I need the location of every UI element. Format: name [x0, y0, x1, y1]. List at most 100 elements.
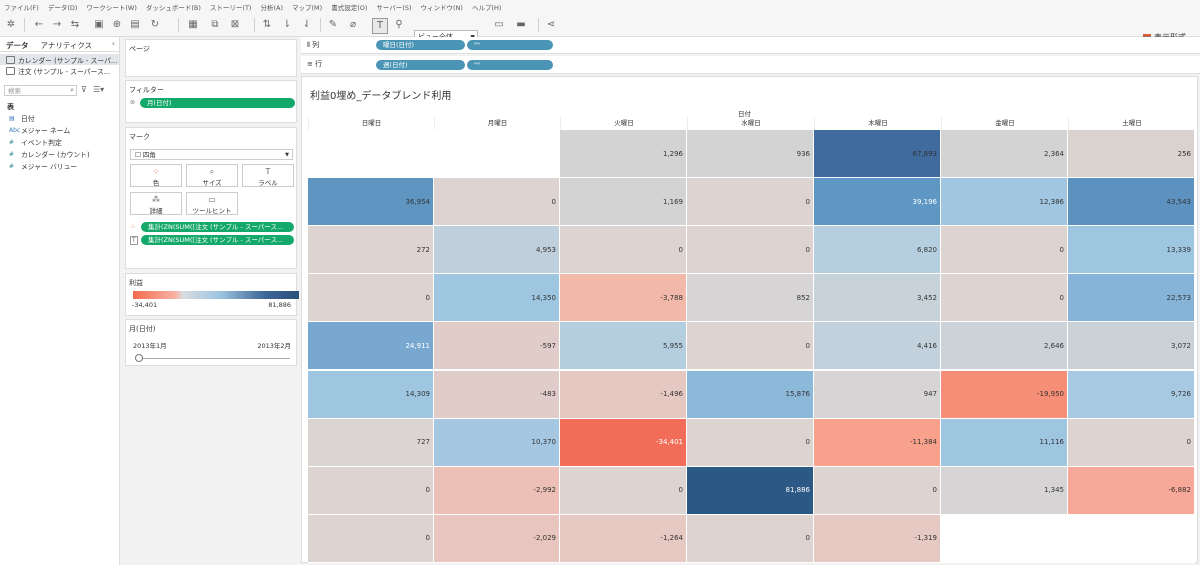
- calendar-cell[interactable]: -1,264: [560, 514, 687, 563]
- menu-item[interactable]: マップ(M): [292, 3, 323, 12]
- calendar-cell[interactable]: [308, 130, 434, 179]
- menu-item[interactable]: 書式設定(O): [331, 3, 368, 12]
- calendar-cell[interactable]: 5,955: [560, 322, 687, 371]
- filter-fields-icon[interactable]: ⊽: [81, 85, 87, 94]
- calendar-cell[interactable]: 0: [560, 466, 687, 515]
- menu-item[interactable]: ウィンドウ(N): [420, 3, 463, 12]
- calendar-cell[interactable]: -3,788: [560, 274, 687, 323]
- calendar-cell[interactable]: 39,196: [814, 178, 941, 227]
- calendar-cell[interactable]: 0: [308, 514, 434, 563]
- calendar-cell[interactable]: 0: [560, 226, 687, 275]
- slider-handle[interactable]: [135, 354, 143, 362]
- calendar-cell[interactable]: 0: [814, 466, 941, 515]
- group-icon[interactable]: ⌀: [349, 19, 357, 30]
- rows-pill-week[interactable]: 週(日付): [376, 60, 465, 70]
- calendar-cell[interactable]: [941, 514, 1068, 563]
- tableau-logo-icon[interactable]: ✲: [6, 19, 16, 30]
- calendar-cell[interactable]: -34,401: [560, 418, 687, 467]
- calendar-cell[interactable]: 15,876: [687, 370, 814, 419]
- share-icon[interactable]: ⋖: [546, 19, 556, 30]
- presentation-icon[interactable]: ▬: [516, 19, 526, 30]
- refresh-icon[interactable]: ↻: [150, 19, 160, 30]
- sort-descending-icon[interactable]: ⇃: [302, 19, 312, 30]
- calendar-cell[interactable]: 936: [687, 130, 814, 179]
- calendar-cell[interactable]: 256: [1068, 130, 1195, 179]
- calendar-cell[interactable]: 2,364: [941, 130, 1068, 179]
- mark-type-select[interactable]: ☐ 四角 ▼: [130, 149, 293, 160]
- columns-pill-weekday[interactable]: 曜日(日付): [376, 40, 465, 50]
- save-icon[interactable]: ▣: [94, 19, 104, 30]
- new-datasource-icon[interactable]: ⊕: [112, 19, 122, 30]
- clear-sheet-icon[interactable]: ⊠: [230, 19, 240, 30]
- columns-shelf[interactable]: ⫴ 列 曜日(日付) "": [301, 37, 1200, 54]
- pause-updates-icon[interactable]: ▤: [130, 19, 140, 30]
- tooltip-button[interactable]: ▭ ツールヒント: [186, 192, 238, 215]
- field-item[interactable]: # カレンダー (カウント): [0, 148, 119, 160]
- column-header[interactable]: 木曜日: [814, 117, 941, 130]
- calendar-cell[interactable]: 727: [308, 418, 434, 467]
- undo-icon[interactable]: ←: [34, 19, 44, 30]
- calendar-cell[interactable]: 0: [687, 226, 814, 275]
- column-header[interactable]: 月曜日: [434, 117, 560, 130]
- calendar-cell[interactable]: 0: [687, 418, 814, 467]
- calendar-cell[interactable]: 0: [687, 514, 814, 563]
- calendar-cell[interactable]: 3,452: [814, 274, 941, 323]
- calendar-cell[interactable]: [1068, 514, 1195, 563]
- calendar-cell[interactable]: -11,384: [814, 418, 941, 467]
- filter-pill-month[interactable]: 月(日付): [140, 98, 295, 108]
- menu-item[interactable]: ワークシート(W): [86, 3, 137, 12]
- tab-analytics[interactable]: アナリティクス: [40, 41, 93, 50]
- calendar-cell[interactable]: -6,882: [1068, 466, 1195, 515]
- columns-pill-blank[interactable]: "": [467, 40, 553, 50]
- menu-item[interactable]: ストーリー(T): [209, 3, 252, 12]
- color-legend-card[interactable]: 利益 -34,401 81,886: [125, 273, 299, 316]
- calendar-cell[interactable]: -19,950: [941, 370, 1068, 419]
- calendar-cell[interactable]: 14,309: [308, 370, 434, 419]
- datasource-item[interactable]: カレンダー (サンプル - スーパ...: [0, 54, 119, 65]
- calendar-cell[interactable]: 43,543: [1068, 178, 1195, 227]
- calendar-cell[interactable]: -1,319: [814, 514, 941, 563]
- calendar-cell[interactable]: 24,911: [308, 322, 434, 371]
- rows-pill-blank[interactable]: "": [467, 60, 553, 70]
- menu-item[interactable]: ヘルプ(H): [471, 3, 502, 12]
- detail-button[interactable]: ⁂ 詳細: [130, 192, 182, 215]
- redo-icon[interactable]: →: [52, 19, 62, 30]
- field-item[interactable]: ▤ 日付: [0, 112, 119, 124]
- calendar-cell[interactable]: 67,893: [814, 130, 941, 179]
- menu-item[interactable]: サーバー(S): [376, 3, 412, 12]
- calendar-cell[interactable]: 0: [687, 178, 814, 227]
- new-sheet-icon[interactable]: ▦: [188, 19, 198, 30]
- calendar-cell[interactable]: -597: [434, 322, 560, 371]
- calendar-cell[interactable]: 4,953: [434, 226, 560, 275]
- sort-ascending-icon[interactable]: ⇂: [282, 19, 292, 30]
- calendar-cell[interactable]: 12,386: [941, 178, 1068, 227]
- calendar-cell[interactable]: 1,169: [560, 178, 687, 227]
- calendar-cell[interactable]: 10,370: [434, 418, 560, 467]
- show-cards-icon[interactable]: ▭: [494, 19, 504, 30]
- calendar-cell[interactable]: 0: [941, 274, 1068, 323]
- field-item[interactable]: # メジャー バリュー: [0, 160, 119, 172]
- calendar-cell[interactable]: 9,726: [1068, 370, 1195, 419]
- calendar-cell[interactable]: 0: [687, 322, 814, 371]
- datasource-item[interactable]: 注文 (サンプル - スーパース...: [0, 65, 119, 76]
- calendar-cell[interactable]: 11,116: [941, 418, 1068, 467]
- field-item[interactable]: # イベント判定: [0, 136, 119, 148]
- calendar-cell[interactable]: 0: [308, 466, 434, 515]
- calendar-cell[interactable]: 36,954: [308, 178, 434, 227]
- column-header[interactable]: 金曜日: [941, 117, 1068, 130]
- menu-item[interactable]: データ(D): [47, 3, 78, 12]
- rows-shelf[interactable]: ≡ 行 週(日付) "": [301, 56, 1200, 74]
- calendar-cell[interactable]: 1,345: [941, 466, 1068, 515]
- calendar-cell[interactable]: 272: [308, 226, 434, 275]
- view-options-icon[interactable]: ☰▾: [93, 85, 105, 94]
- collapse-pane-icon[interactable]: ‹: [111, 39, 115, 48]
- calendar-cell[interactable]: [434, 130, 560, 179]
- calendar-cell[interactable]: 14,350: [434, 274, 560, 323]
- column-header[interactable]: 火曜日: [560, 117, 687, 130]
- calendar-cell[interactable]: 0: [434, 178, 560, 227]
- calendar-cell[interactable]: -483: [434, 370, 560, 419]
- pages-card[interactable]: ページ: [125, 39, 297, 77]
- calendar-cell[interactable]: 852: [687, 274, 814, 323]
- label-button[interactable]: T ラベル: [242, 164, 294, 187]
- column-header[interactable]: 土曜日: [1068, 117, 1195, 130]
